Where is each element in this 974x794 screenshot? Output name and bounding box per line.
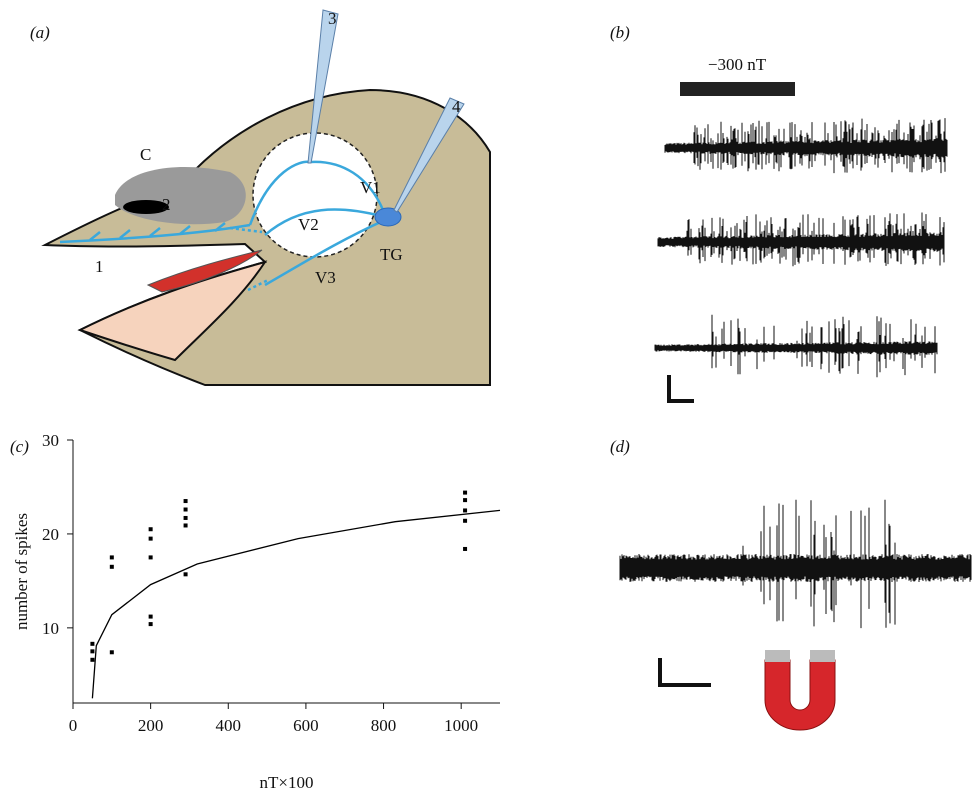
panel-c: (c) 0 200 400 600 800 1000 10 20 30 nT×100 number … [10,431,500,792]
point [110,650,114,654]
trace [655,315,937,377]
point [149,615,153,619]
scale-bar [669,375,694,401]
point [184,516,188,520]
stimulus-label: −300 nT [708,55,767,74]
fit-curve [92,510,500,698]
x-tick-label: 0 [69,716,78,735]
magnet-pole [765,650,790,662]
panel-b: (b) −300 nT [610,23,947,401]
panel-a: (a) C 2 1 3 4 V1 V2 V3 TG [30,9,490,385]
stimulus-bar [680,82,795,96]
point [149,555,153,559]
y-axis-label: number of spikes [12,513,31,630]
part-label: TG [380,245,403,264]
part-label: V3 [315,268,336,287]
point [184,572,188,576]
point [463,491,467,495]
point [184,508,188,512]
panel-label: (c) [10,437,29,456]
part-label: 1 [95,257,104,276]
part-label: C [140,145,151,164]
point [110,565,114,569]
panel-d: (d) [610,437,971,730]
panel-label: (b) [610,23,630,42]
point [90,649,94,653]
x-tick-label: 400 [216,716,242,735]
magnet [765,660,835,730]
x-axis-label: nT×100 [260,773,314,792]
y-tick-label: 10 [42,619,59,638]
magnet-pole [810,650,835,662]
x-tick-label: 200 [138,716,164,735]
point [149,622,153,626]
trace [658,213,944,267]
trace [665,118,947,173]
point [184,499,188,503]
y-tick-label: 20 [42,525,59,544]
x-tick-label: 800 [371,716,397,735]
point [149,537,153,541]
scale-bar [660,658,711,685]
part-label: 3 [328,9,337,28]
point [463,519,467,523]
x-tick-label: 1000 [444,716,478,735]
x-tick-label: 600 [293,716,319,735]
point [90,642,94,646]
point [184,523,188,527]
point [149,527,153,531]
window [253,133,377,257]
point [463,547,467,551]
panel-label: (d) [610,437,630,456]
figure: (a) C 2 1 3 4 V1 V2 V3 TG (b) −300 nT [0,0,974,794]
part-label: 2 [162,195,171,214]
part-label: 4 [452,97,461,116]
trace [620,500,971,628]
point [110,555,114,559]
part-label: V2 [298,215,319,234]
point [90,658,94,662]
panel-label: (a) [30,23,50,42]
point [463,508,467,512]
point [463,498,467,502]
part-label: V1 [360,178,381,197]
y-tick-label: 30 [42,431,59,450]
